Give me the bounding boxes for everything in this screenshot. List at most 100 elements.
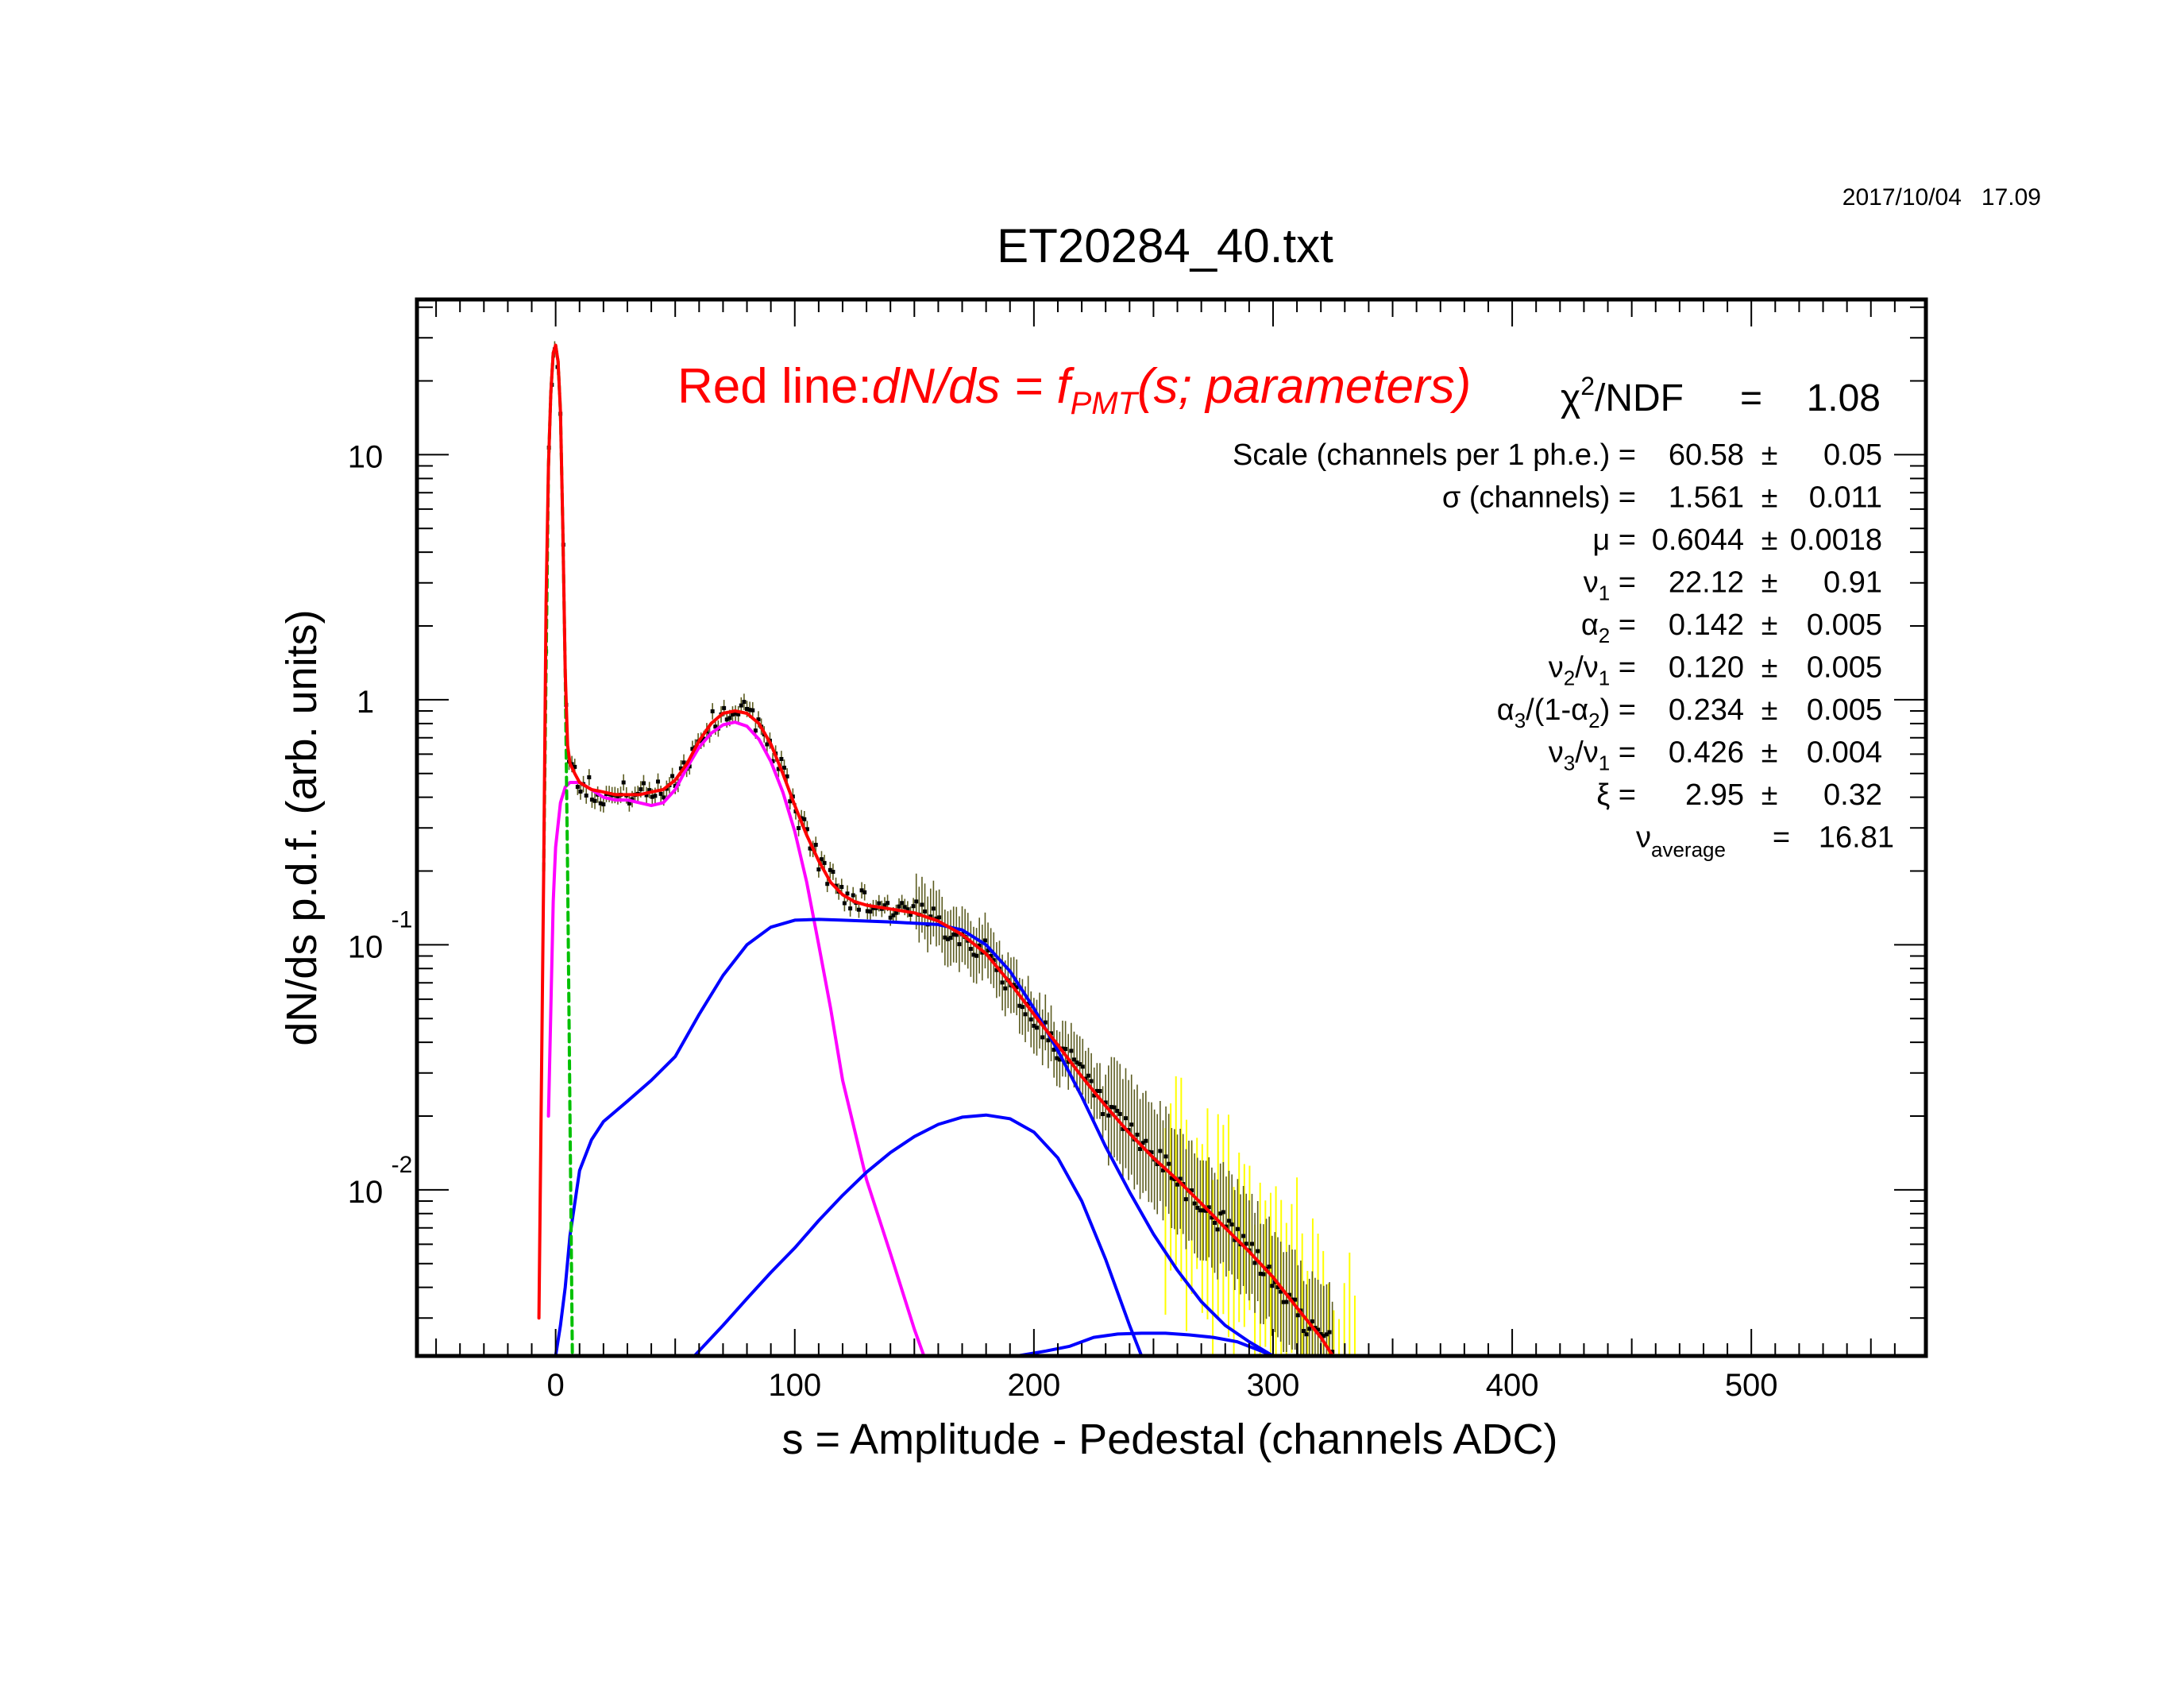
data-point [690,747,695,751]
fit-param-label: ξ = [1596,778,1636,812]
data-point [828,867,832,872]
data-point [1121,1126,1125,1131]
legend-formula-a: dN/ds = f [872,359,1075,414]
data-point [900,901,905,906]
data-point [1117,1111,1122,1116]
fit-curve-4-ph-e- [1015,1331,1275,1356]
y-tick-label: 1 [357,685,374,720]
fit-param-pm: ± [1761,566,1778,600]
data-point [788,799,793,804]
data-point [578,789,583,794]
data-point [592,798,597,803]
data-point [1229,1222,1234,1226]
data-point [1003,986,1008,991]
data-point [627,801,631,805]
data-point [1043,1020,1048,1025]
fit-param-value: 0.6044 [1652,523,1744,557]
data-point [1078,1062,1082,1067]
data-point [937,915,942,920]
plot-layer [537,341,1356,1356]
fit-curve-1-ph-e-background [546,720,926,1356]
data-point [974,953,979,958]
data-point [1258,1272,1263,1277]
data-point [1249,1242,1254,1246]
data-point [808,846,812,851]
data-point [1310,1319,1314,1323]
data-point [1330,1350,1335,1354]
fit-param-value: 0.142 [1669,608,1744,642]
data-point [991,958,996,963]
data-point [1160,1168,1165,1172]
nu-average-equals: = [1773,821,1790,855]
data-point [845,891,850,896]
data-point [1140,1141,1145,1145]
data-point [1270,1284,1275,1288]
data-point [1316,1327,1321,1332]
data-point [1302,1329,1306,1334]
data-point [1221,1210,1225,1215]
data-point [1101,1112,1106,1117]
data-point [1275,1284,1280,1289]
data-point [1252,1261,1257,1265]
data-point [1318,1331,1323,1336]
data-point [1069,1049,1074,1053]
data-point [951,932,956,937]
data-point [1071,1057,1076,1062]
data-point [825,882,830,886]
data-point [730,712,735,717]
data-point [1086,1073,1091,1078]
fit-param-label: Scale (channels per 1 ph.e.) = [1233,438,1636,472]
data-point [954,933,959,937]
data-point [736,712,741,717]
data-point [1055,1056,1059,1060]
legend-title: Red line:dN/ds = fPMT(s; parameters) [677,359,1471,421]
data-point [822,860,827,865]
data-point [1026,1002,1031,1006]
data-point [819,857,824,862]
data-point [839,885,844,890]
y-tick-label: 10 [348,439,384,474]
data-point [1158,1149,1163,1153]
data-point [1106,1113,1111,1118]
data-point [968,947,973,952]
data-point [621,780,626,785]
data-point [868,910,873,914]
x-tick-label: 100 [768,1368,821,1403]
data-point [1190,1188,1194,1193]
data-point [1287,1292,1291,1297]
data-point [1206,1205,1211,1210]
data-point [713,724,718,729]
data-point [1014,985,1019,990]
data-point [587,775,592,780]
data-point [1098,1088,1102,1093]
data-point [797,826,801,831]
data-point [1195,1205,1200,1210]
data-point [911,904,916,909]
data-point [1215,1227,1220,1232]
x-tick-label: 500 [1725,1368,1778,1403]
data-point [1112,1105,1117,1110]
data-point [1295,1313,1300,1318]
data-point [658,791,663,796]
data-point [678,766,683,771]
data-point [1224,1224,1229,1229]
data-point [1149,1150,1154,1155]
data-point [1284,1300,1289,1304]
fit-param-pm: ± [1761,481,1778,515]
data-point [1109,1105,1113,1110]
data-point [831,870,835,875]
data-point [862,890,867,894]
data-point [756,717,761,722]
data-point [1089,1079,1094,1083]
data-point [589,798,594,802]
data-point [908,913,913,917]
data-point [673,783,677,788]
data-point [751,708,755,713]
data-point [782,765,787,770]
data-point [886,901,890,906]
data-point [986,948,990,953]
data-point [914,899,919,904]
legend-prefix: Red line: [677,359,872,414]
x-axis-label: s = Amplitude - Pedestal (channels ADC) [782,1416,1558,1463]
